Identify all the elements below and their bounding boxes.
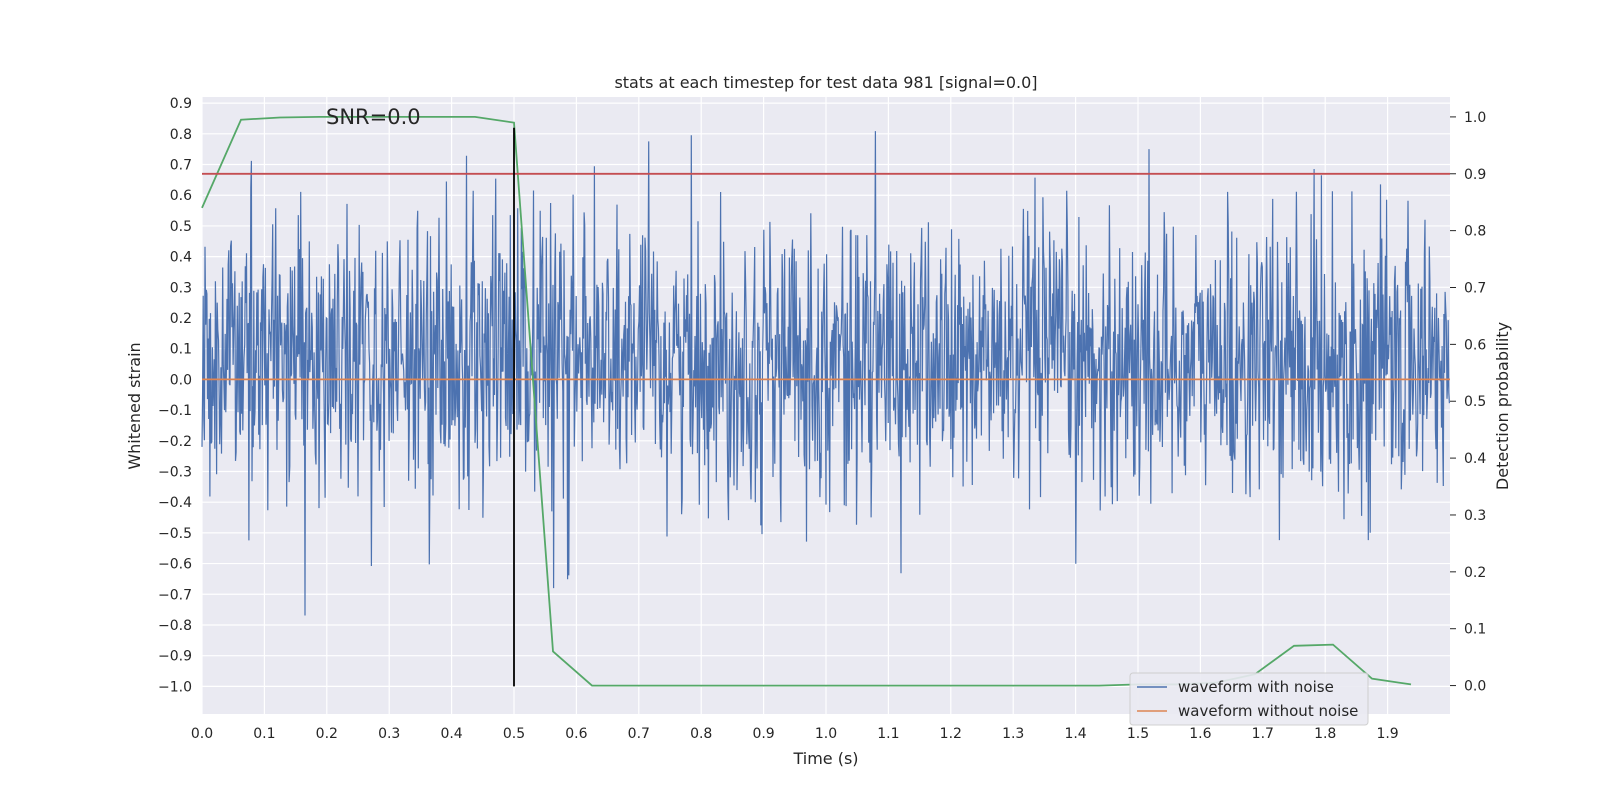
x-tick-label: 0.7: [628, 726, 650, 742]
y-tick-label: 0.0: [170, 372, 192, 388]
x-tick-label: 0.3: [378, 726, 400, 742]
x-tick-label: 1.2: [940, 726, 962, 742]
y-tick-label: 0.1: [170, 342, 192, 358]
x-tick-label: 1.8: [1314, 726, 1336, 742]
x-tick-label: 1.7: [1252, 726, 1274, 742]
x-tick-label: 1.4: [1064, 726, 1086, 742]
y2-tick-label: 1.0: [1464, 110, 1486, 126]
x-tick-label: 0.8: [690, 726, 712, 742]
legend: waveform with noise waveform without noi…: [1129, 672, 1369, 726]
y2-tick-label: 0.8: [1464, 224, 1486, 240]
x-tick-label: 1.6: [1189, 726, 1211, 742]
x-tick-label: 0.6: [565, 726, 587, 742]
y-tick-label: −0.9: [158, 649, 192, 665]
y-tick-label: −0.1: [158, 403, 192, 419]
y2-axis-ticks: 1.0 0.9 0.8 0.7 0.6 0.5 0.4 0.3 0.2 0.1 0.0: [1450, 110, 1486, 695]
y-tick-label: −0.6: [158, 557, 192, 573]
x-tick-label: 0.2: [316, 726, 338, 742]
legend-label-noise: waveform with noise: [1178, 678, 1334, 696]
y-tick-label: 0.4: [170, 250, 192, 266]
y-axis-label: Whitened strain: [125, 342, 144, 469]
grid: [201, 97, 1450, 714]
y2-tick-label: 0.6: [1464, 337, 1486, 353]
y-tick-label: −0.3: [158, 464, 192, 480]
y-tick-label: −0.5: [158, 526, 192, 542]
y2-tick-label: 0.7: [1464, 281, 1486, 297]
x-tick-label: 0.1: [253, 726, 275, 742]
y-tick-label: −1.0: [158, 679, 192, 695]
y2-tick-label: 0.9: [1464, 167, 1486, 183]
x-tick-label: 1.3: [1002, 726, 1024, 742]
y2-tick-label: 0.4: [1464, 451, 1486, 467]
y-tick-label: −0.7: [158, 587, 192, 603]
y-tick-label: −0.2: [158, 434, 192, 450]
x-tick-label: 1.0: [815, 726, 837, 742]
y-tick-label: −0.8: [158, 618, 192, 634]
y2-tick-label: 0.3: [1464, 508, 1486, 524]
legend-label-clean: waveform without noise: [1178, 702, 1358, 720]
x-tick-label: 0.0: [191, 726, 213, 742]
y-axis-ticks: 0.9 0.8 0.7 0.6 0.5 0.4 0.3 0.2 0.1 0.0 −0.1 −0.2 −0…: [158, 96, 192, 695]
y2-tick-label: 0.2: [1464, 565, 1486, 581]
y-tick-label: 0.8: [170, 127, 192, 143]
x-axis-label: Time (s): [792, 749, 858, 768]
y-tick-label: −0.4: [158, 495, 192, 511]
x-tick-label: 1.9: [1376, 726, 1398, 742]
y2-tick-label: 0.1: [1464, 622, 1486, 638]
x-tick-label: 1.5: [1127, 726, 1149, 742]
x-axis-ticks: 0.0 0.1 0.2 0.3 0.4 0.5 0.6 0.7 0.8 0.9 1.0 1.1 1.2 1…: [191, 726, 1399, 742]
y-tick-label: 0.3: [170, 280, 192, 296]
y2-tick-label: 0.5: [1464, 394, 1486, 410]
chart-title: stats at each timestep for test data 981…: [614, 73, 1037, 92]
x-tick-label: 0.4: [440, 726, 462, 742]
y-tick-label: 0.2: [170, 311, 192, 327]
noise-series: [201, 131, 1450, 616]
y-tick-label: 0.5: [170, 219, 192, 235]
waveform-with-noise-line: [201, 131, 1450, 616]
y-tick-label: 0.7: [170, 158, 192, 174]
x-tick-label: 0.9: [752, 726, 774, 742]
legend-box: [1129, 672, 1369, 726]
y2-axis-label: Detection probability: [1493, 322, 1512, 490]
y-tick-label: 0.9: [170, 96, 192, 112]
x-tick-label: 1.1: [877, 726, 899, 742]
x-tick-label: 0.5: [503, 726, 525, 742]
snr-annotation: SNR=0.0: [326, 105, 421, 129]
y-tick-label: 0.6: [170, 188, 192, 204]
y2-tick-label: 0.0: [1464, 679, 1486, 695]
